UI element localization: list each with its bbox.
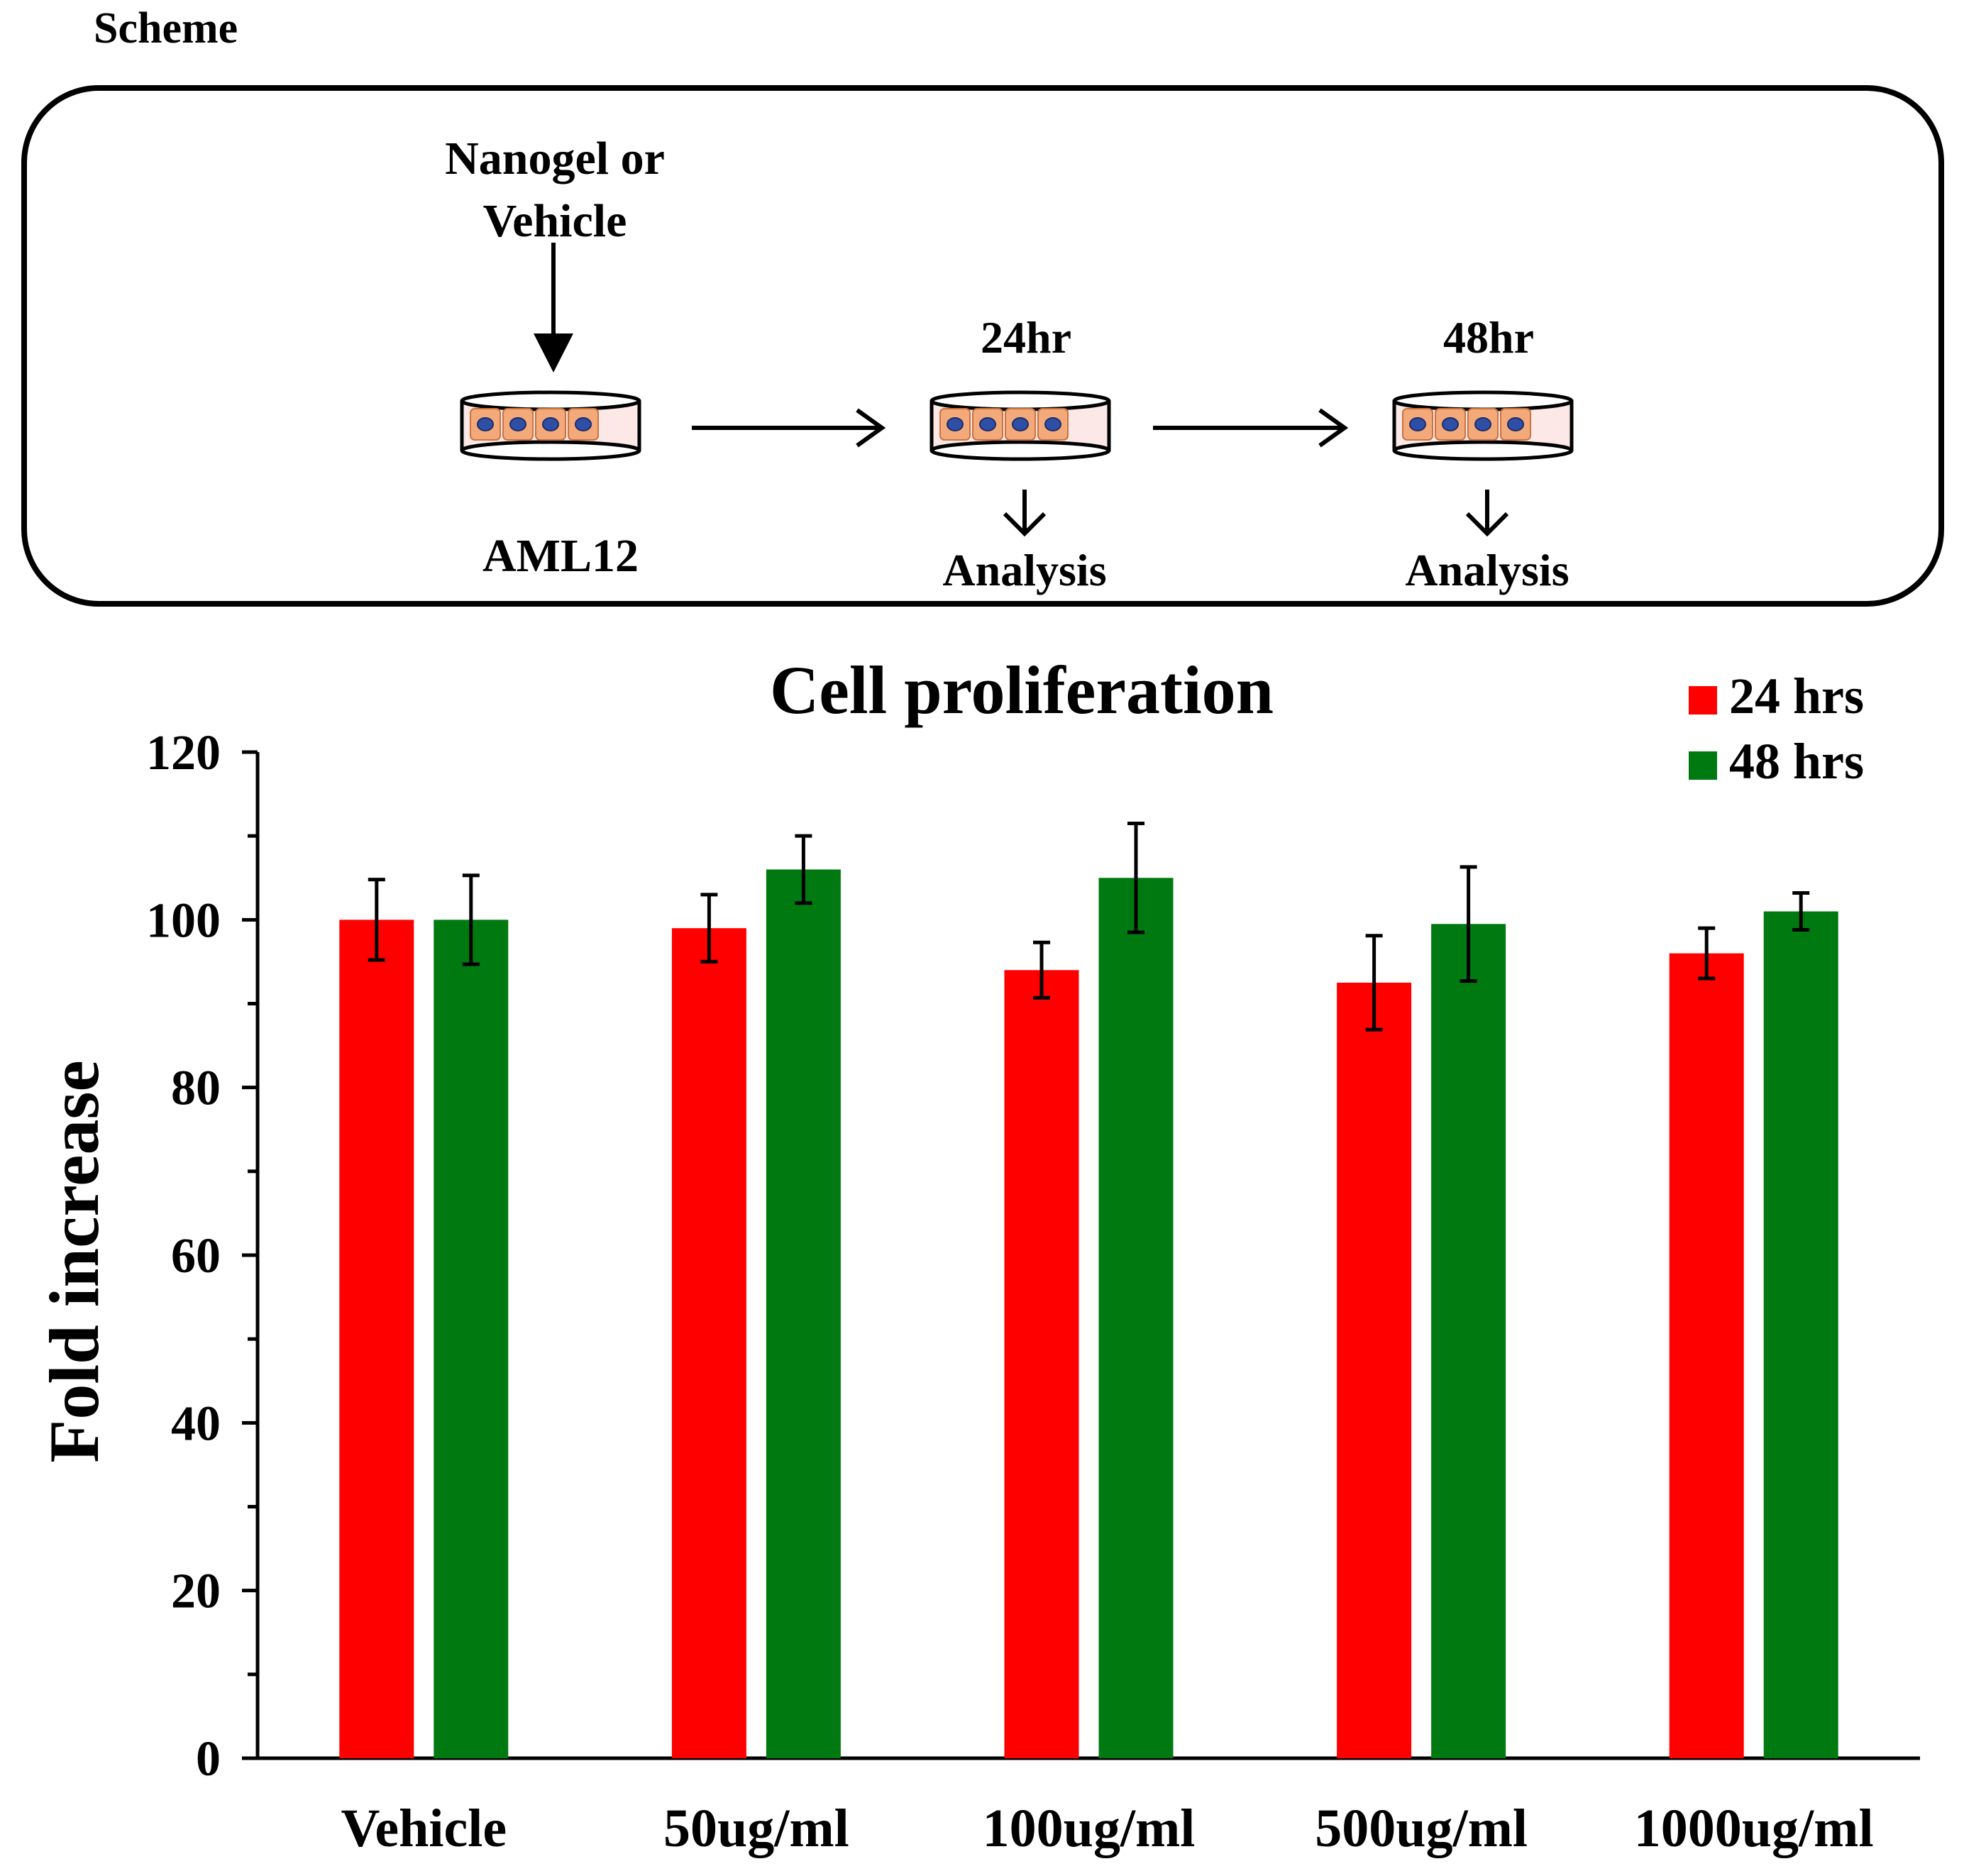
error-bar — [368, 878, 385, 962]
y-tick-label: 100 — [146, 893, 221, 948]
treatment-label-line2: Vehicle — [483, 195, 627, 247]
cell-nucleus — [1044, 417, 1061, 431]
bar-24-hrs — [339, 920, 414, 1758]
cell-nucleus — [1409, 417, 1426, 431]
scheme-heading: Scheme — [94, 4, 238, 53]
timepoint-label-48hr: 48hr — [1443, 312, 1534, 363]
analysis-arrow-1 — [1003, 490, 1047, 537]
error-bar — [700, 893, 718, 964]
bar-48-hrs — [1098, 878, 1174, 1758]
error-bar — [1033, 940, 1050, 1000]
flow-arrow-2 — [1153, 408, 1349, 448]
scheme-panel: Scheme Nanogel or Vehicle AML12 24hr 48h… — [21, 4, 1944, 607]
y-axis-label: Fold increase — [35, 1060, 114, 1463]
y-axis: 0 20 40 60 80 100 120 — [146, 726, 260, 1787]
x-tick-label: Vehicle — [341, 1799, 507, 1858]
error-bar — [795, 834, 812, 905]
error-bar — [1127, 821, 1144, 934]
culture-dish-24hr — [929, 390, 1111, 461]
y-tick-label: 40 — [171, 1396, 221, 1451]
analysis-arrow-2 — [1465, 490, 1509, 537]
cell-nucleus — [979, 417, 996, 431]
x-tick-label: 50ug/ml — [663, 1799, 849, 1858]
error-bar — [1698, 926, 1716, 981]
legend-swatch — [1689, 751, 1717, 780]
error-bar — [1460, 865, 1477, 983]
cell-nucleus — [947, 417, 964, 431]
y-tick-label: 20 — [171, 1565, 221, 1619]
cell-nucleus — [1442, 417, 1459, 431]
treatment-arrow-head — [534, 333, 573, 373]
cell-nucleus — [1012, 417, 1029, 431]
legend-item: 24 hrs — [1689, 668, 1864, 724]
bar-48-hrs — [766, 869, 841, 1758]
error-bar — [1365, 934, 1383, 1032]
culture-dish-48hr — [1392, 390, 1574, 461]
x-tick-label: 100ug/ml — [983, 1799, 1196, 1858]
x-tick-label: 500ug/ml — [1315, 1799, 1528, 1858]
analysis-label-1: Analysis — [942, 545, 1106, 595]
timepoint-label-24hr: 24hr — [981, 312, 1071, 363]
legend-swatch — [1689, 686, 1717, 714]
analysis-label-2: Analysis — [1405, 545, 1569, 595]
legend-label: 24 hrs — [1729, 668, 1864, 724]
bar-24-hrs — [1337, 982, 1412, 1758]
bar-48-hrs — [434, 920, 509, 1758]
x-axis: Vehicle 50ug/ml 100ug/ml 500ug/ml 1000ug/ml — [258, 1756, 1920, 1858]
bar-24-hrs — [1669, 953, 1744, 1758]
error-bar — [1792, 891, 1810, 932]
cell-nucleus — [575, 417, 592, 431]
bar-chart: Cell proliferation 24 hrs 48 hrs 0 20 40 60 8… — [35, 652, 1920, 1858]
cell-nucleus — [1474, 417, 1491, 431]
cell-nucleus — [477, 417, 494, 431]
y-tick-label: 120 — [146, 726, 221, 780]
cell-line-label: AML12 — [482, 530, 639, 582]
bar-24-hrs — [671, 928, 746, 1758]
y-tick-label: 0 — [196, 1732, 221, 1787]
cell-nucleus — [1507, 417, 1524, 431]
y-tick-label: 80 — [171, 1061, 221, 1116]
bar-48-hrs — [1763, 911, 1838, 1758]
scheme-frame — [21, 85, 1944, 607]
cell-nucleus — [542, 417, 559, 431]
cell-nucleus — [509, 417, 526, 431]
legend-label: 48 hrs — [1729, 733, 1864, 790]
treatment-label-line1: Nanogel or — [445, 133, 665, 184]
chart-legend: 24 hrs 48 hrs — [1689, 668, 1864, 790]
bar-24-hrs — [1004, 970, 1079, 1758]
bar-48-hrs — [1431, 924, 1506, 1758]
x-tick-label: 1000ug/ml — [1634, 1799, 1874, 1858]
legend-item: 48 hrs — [1689, 733, 1864, 790]
bar-series — [339, 821, 1838, 1758]
culture-dish-initial — [460, 390, 641, 461]
flow-arrow-1 — [692, 408, 886, 448]
y-tick-label: 60 — [171, 1229, 221, 1284]
chart-title: Cell proliferation — [770, 652, 1274, 728]
error-bar — [462, 873, 480, 966]
